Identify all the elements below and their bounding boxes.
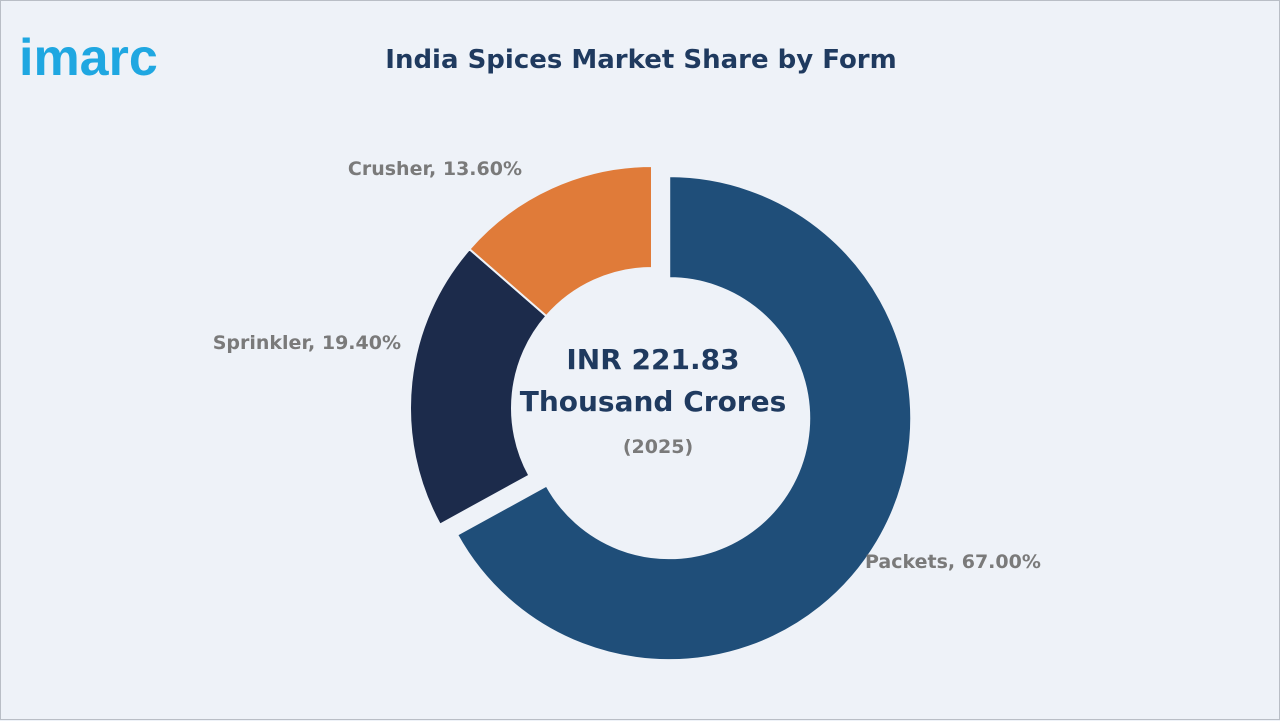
slice-label-sprinkler: Sprinkler, 19.40% <box>213 332 401 354</box>
donut-slices <box>409 164 913 662</box>
slice-labels: Packets, 67.00% Sprinkler, 19.40% Crusher,… <box>213 158 1041 573</box>
slice-packets <box>455 175 913 662</box>
slice-label-packets: Packets, 67.00% <box>865 551 1041 573</box>
imarc-logo: imarc <box>19 29 158 87</box>
center-year: (2025) <box>623 436 693 458</box>
slice-label-crusher: Crusher, 13.60% <box>348 158 522 180</box>
center-total-unit: Thousand Crores <box>520 385 787 418</box>
slice-sprinkler <box>409 247 548 526</box>
slice-crusher <box>468 164 653 318</box>
imarc-logo-text: imarc <box>19 29 158 87</box>
chart-title: India Spices Market Share by Form <box>385 45 897 75</box>
center-total-value: INR 221.83 <box>566 343 739 376</box>
